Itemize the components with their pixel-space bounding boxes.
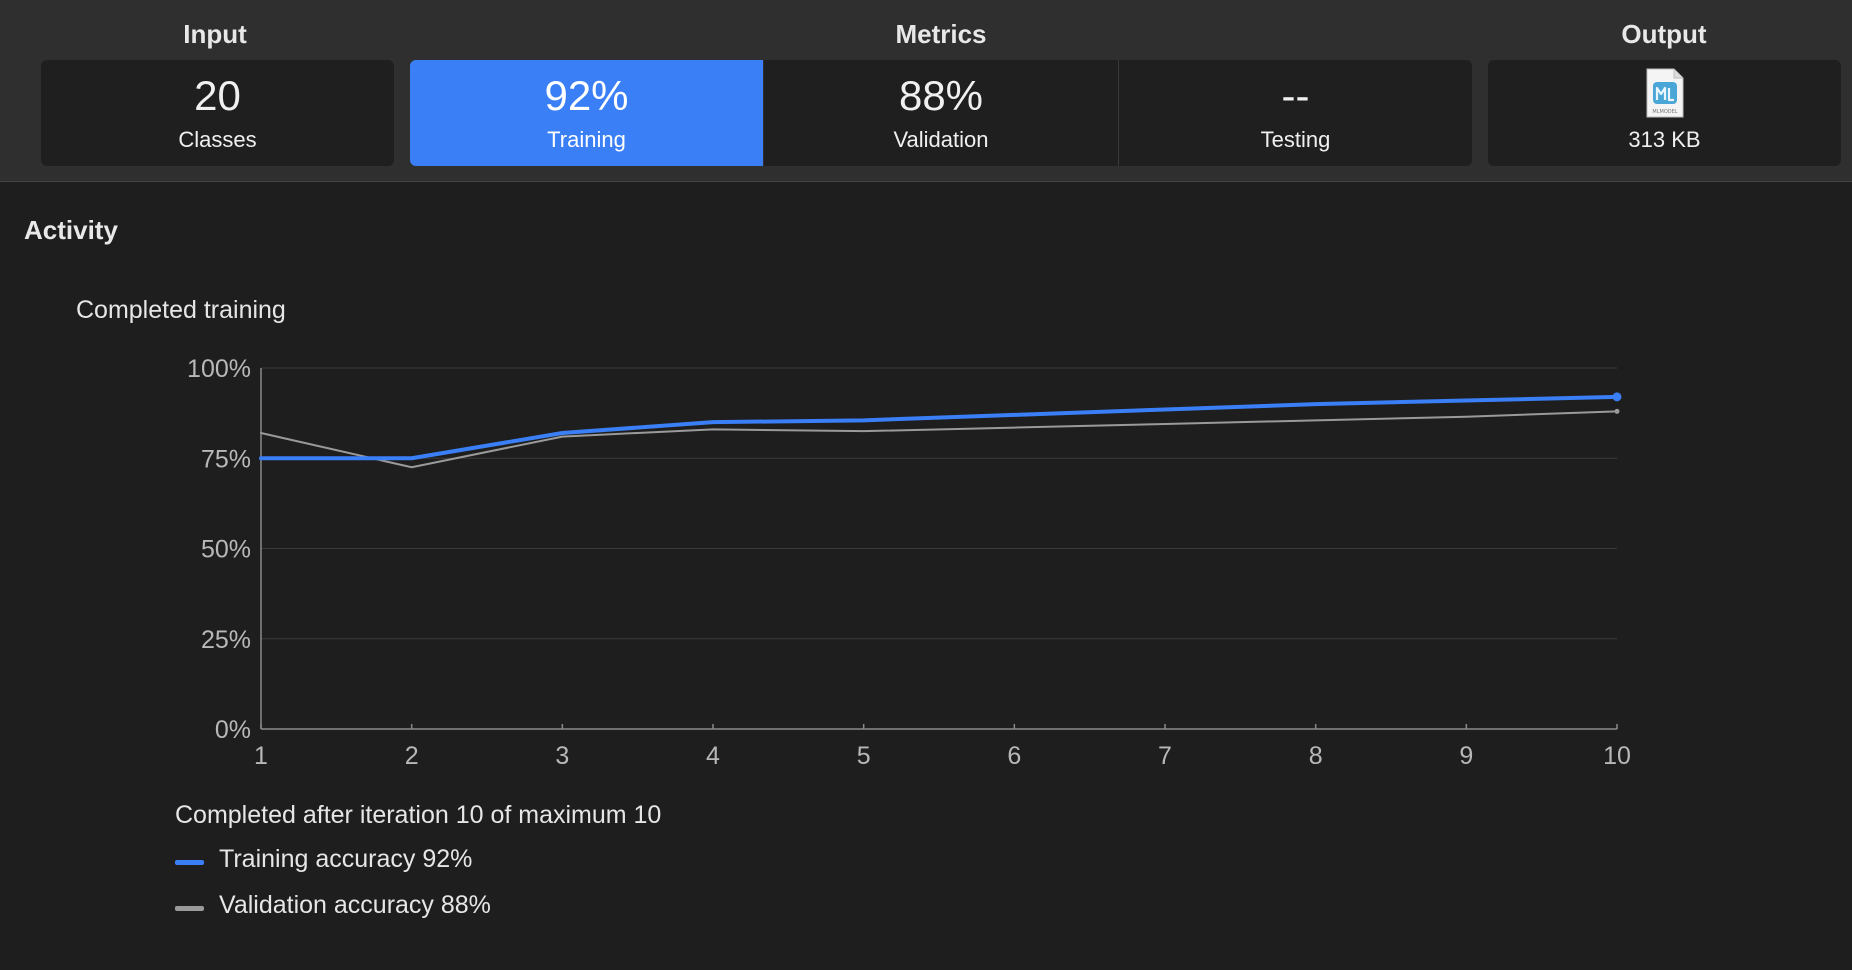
legend-swatch-training [175,860,204,865]
classes-label: Classes [178,127,257,152]
validation-accuracy-value: 88% [898,72,984,119]
training-tab-label: Training [547,127,626,152]
tab-divider [1118,60,1119,166]
x-tick-label: 5 [857,742,871,770]
chart-grid [261,367,1617,640]
mlmodel-icon-text: MLMODEL [1652,109,1677,115]
testing-tab[interactable]: -- Testing [1119,60,1472,166]
x-tick-label: 2 [405,742,419,770]
legend-swatch-validation [175,906,204,911]
x-tick-label: 4 [706,742,720,770]
x-tick-label: 10 [1603,742,1631,770]
output-section-title: Output [1621,19,1707,49]
classes-card[interactable]: 20 Classes [41,60,394,166]
y-tick-label: 75% [201,445,251,473]
training-accuracy-line [259,394,1619,461]
legend-label-validation: Validation accuracy 88% [219,891,491,919]
x-tick-label: 1 [254,742,268,770]
testing-tab-label: Testing [1260,127,1331,152]
y-tick-label: 100% [187,355,251,383]
y-tick-label: 25% [201,626,251,654]
validation-tab[interactable]: 88% Validation [764,60,1118,166]
training-status: Completed after iteration 10 of maximum … [175,801,662,829]
metrics-header-panel: Input Metrics Output 20 Classes 92% Trai… [0,0,1852,182]
chart-axes [260,368,1618,730]
y-tick-label: 0% [215,716,251,744]
input-section-title: Input [183,19,247,49]
classes-count: 20 [194,72,241,119]
x-tick-label: 8 [1309,742,1323,770]
chart-series [259,392,1622,469]
metrics-section-title: Metrics [895,19,987,49]
validation-endpoint [1614,408,1620,414]
validation-tab-label: Validation [893,127,989,152]
mlmodel-file-icon: MLMODEL [1646,68,1683,118]
model-size-label: 313 KB [1628,127,1701,152]
legend-label-training: Training accuracy 92% [219,845,473,873]
activity-title: Activity [24,215,118,245]
x-tick-label: 9 [1459,742,1473,770]
chart-tick-labels: 0% 25% 50% 75% 100% 1 2 3 4 5 6 7 8 9 10 [187,355,1631,770]
output-model-card[interactable]: MLMODEL 313 KB [1488,60,1841,166]
training-endpoint [1612,392,1622,402]
training-accuracy-value: 92% [544,72,629,119]
testing-accuracy-value: -- [1281,72,1310,119]
x-tick-label: 6 [1007,742,1021,770]
x-tick-label: 3 [555,742,569,770]
validation-accuracy-line [260,410,1618,469]
x-tick-label: 7 [1158,742,1172,770]
chart-title: Completed training [76,296,286,324]
y-tick-label: 50% [201,536,251,564]
training-tab[interactable]: 92% Training [410,60,763,166]
